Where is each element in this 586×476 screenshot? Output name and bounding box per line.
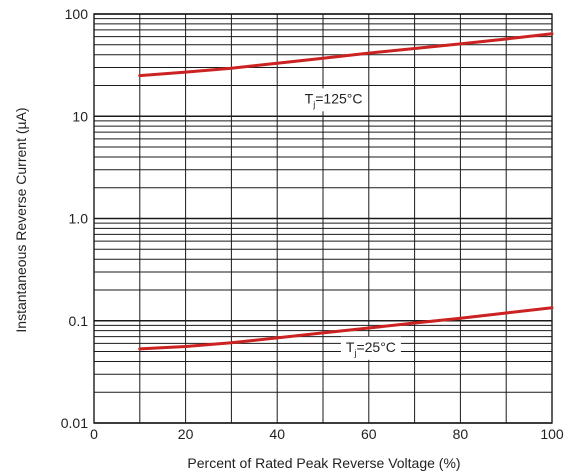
x-tick-label: 0 xyxy=(90,426,98,442)
y-tick-label: 0.1 xyxy=(69,313,89,329)
series-lines xyxy=(138,32,554,351)
x-tick-label: 40 xyxy=(269,426,285,442)
plot-frame xyxy=(93,13,553,424)
grid xyxy=(93,13,553,424)
y-tick-label: 0.01 xyxy=(61,415,88,431)
tick-labels: 0 20 40 60 80 100 0.01 0.1 1.0 10 100 xyxy=(61,6,564,442)
y-tick-label: 100 xyxy=(65,6,89,22)
x-axis-label: Percent of Rated Peak Reverse Voltage (%… xyxy=(187,455,460,471)
series-annotation-1: Tj=125°C xyxy=(305,90,363,109)
x-tick-label: 80 xyxy=(453,426,469,442)
series-line-2 xyxy=(138,306,554,351)
series-annotation-2: Tj=25°C xyxy=(346,339,396,358)
annotation-background xyxy=(340,336,401,360)
x-tick-label: 20 xyxy=(178,426,194,442)
series-line-1 xyxy=(138,32,554,78)
annotations: Tj=125°C Tj=25°C xyxy=(299,88,401,360)
y-tick-label: 10 xyxy=(72,108,88,124)
x-tick-label: 60 xyxy=(361,426,377,442)
y-tick-label: 1.0 xyxy=(69,211,89,227)
annotation-background xyxy=(299,88,368,112)
y-axis-label: Instantaneous Reverse Current (µA) xyxy=(13,107,29,332)
x-tick-label: 100 xyxy=(540,426,564,442)
